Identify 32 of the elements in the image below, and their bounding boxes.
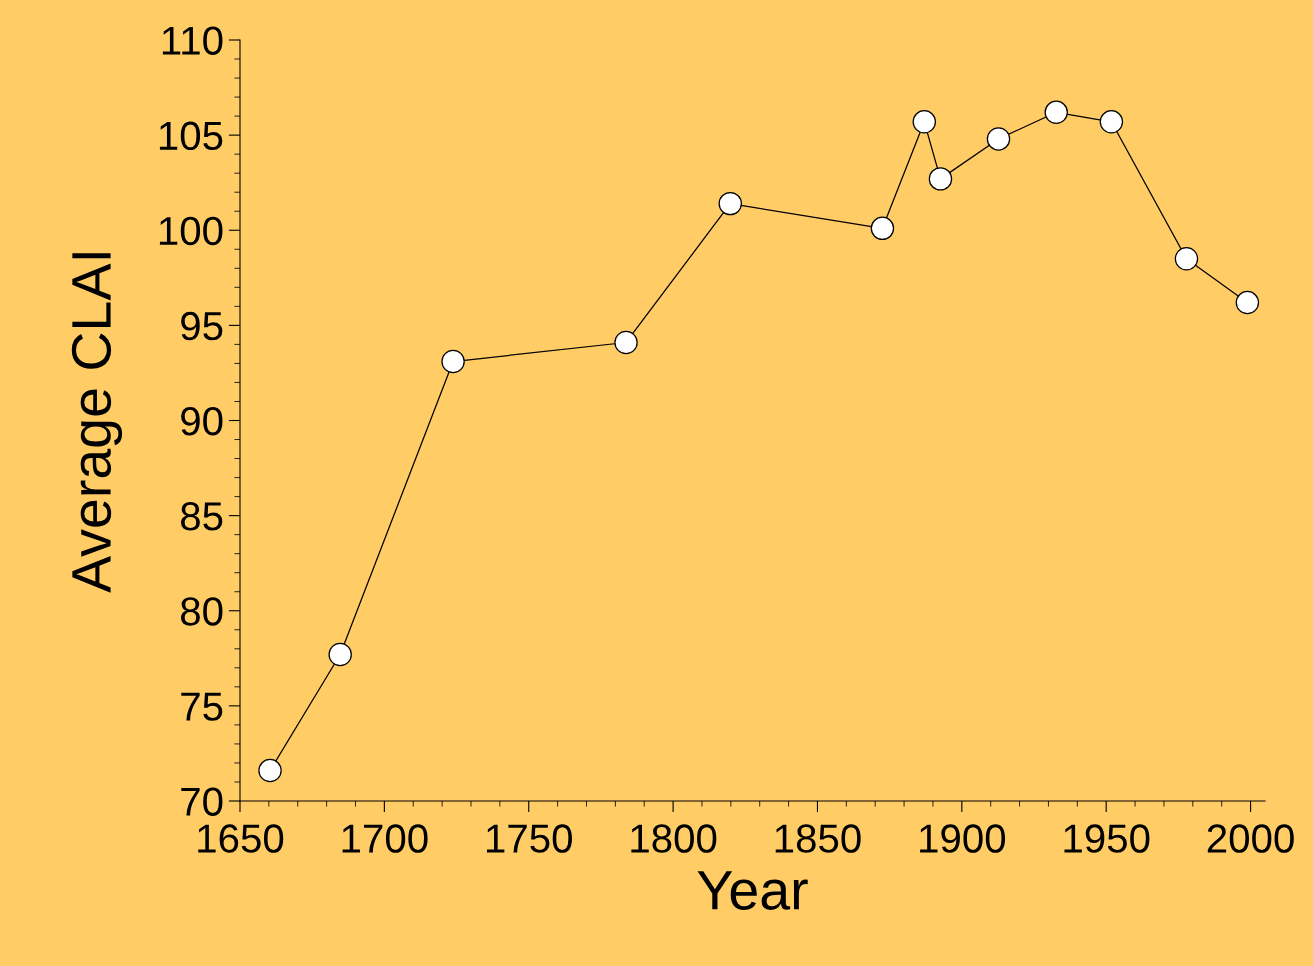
x-tick-label: 1800 xyxy=(631,824,717,853)
x-tick-label: 1900 xyxy=(920,824,1006,853)
y-tick-label: 95 xyxy=(181,311,223,341)
point xyxy=(718,191,743,216)
y-axis-title: Average CLAI xyxy=(71,253,123,593)
y-tick-label: 75 xyxy=(181,692,223,721)
y-tick-label: 85 xyxy=(180,502,223,531)
point xyxy=(1044,100,1068,125)
point xyxy=(928,167,953,191)
x-tick-label: 1650 xyxy=(198,824,284,853)
x-tick-label: 1700 xyxy=(342,824,428,853)
point xyxy=(1099,110,1124,134)
y-tick-label: 110 xyxy=(162,26,223,55)
point xyxy=(1174,247,1199,271)
point xyxy=(258,758,282,783)
point xyxy=(614,330,638,355)
y-tick-label: 90 xyxy=(181,406,223,436)
x-tick-label: 1750 xyxy=(487,824,572,853)
point xyxy=(1235,290,1260,315)
point xyxy=(986,127,1011,151)
point xyxy=(912,110,937,134)
y-tick-label: 100 xyxy=(159,216,223,246)
y-tick-label: 70 xyxy=(181,787,223,816)
point xyxy=(441,349,465,374)
x-axis-title: Year xyxy=(697,871,808,910)
y-tick-label: 80 xyxy=(180,597,223,626)
point xyxy=(328,642,352,667)
point xyxy=(870,216,895,241)
x-tick-label: 1850 xyxy=(775,824,861,853)
x-tick-label: 1950 xyxy=(1064,824,1150,853)
y-tick-label: 105 xyxy=(159,121,223,151)
x-tick-label: 2000 xyxy=(1207,824,1294,853)
